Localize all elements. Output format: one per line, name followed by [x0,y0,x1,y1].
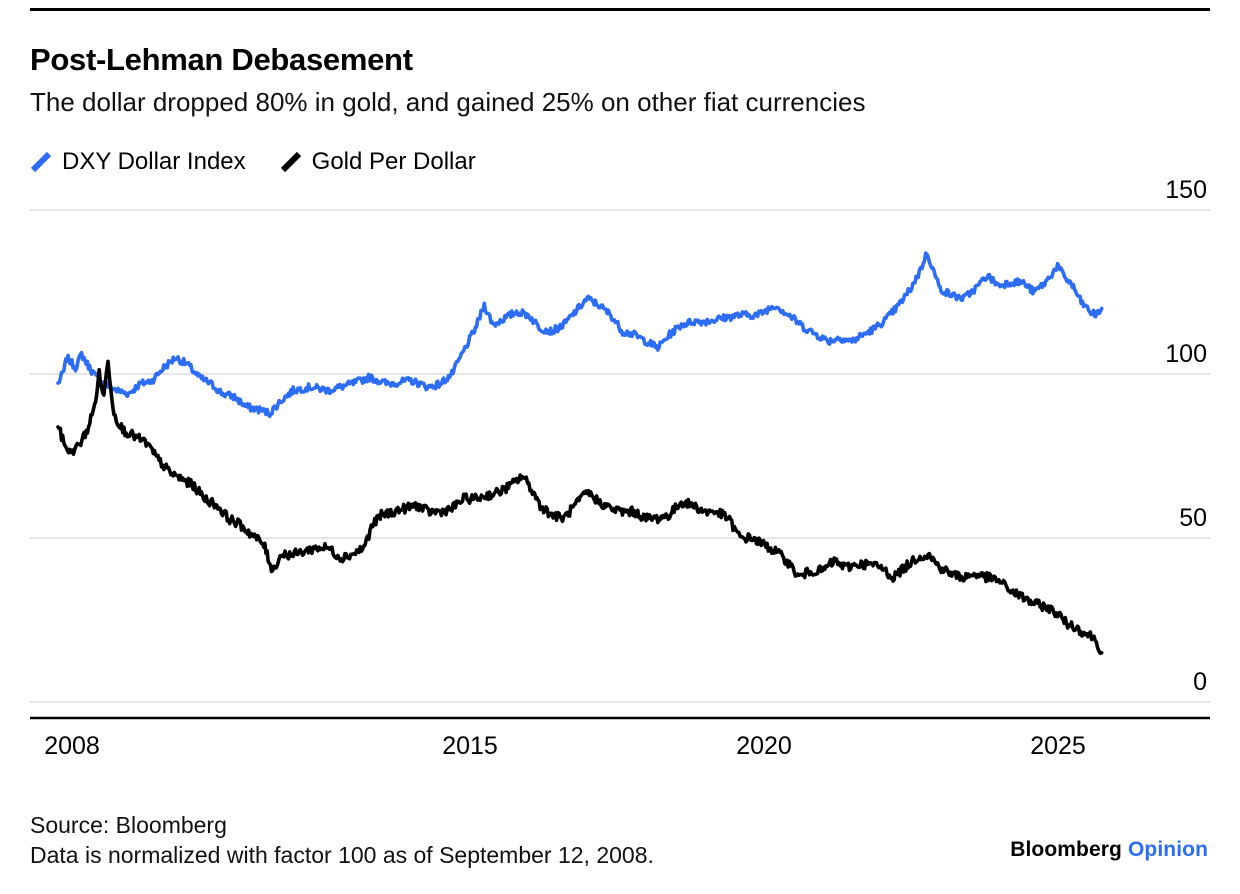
x-tick-2008: 2008 [44,732,100,760]
top-rule [30,8,1210,11]
page-subtitle: The dollar dropped 80% in gold, and gain… [30,87,866,117]
legend-item-dxy: DXY Dollar Index [30,148,246,176]
legend: DXY Dollar Index Gold Per Dollar [30,148,476,176]
x-tick-2020: 2020 [736,732,792,760]
brand-opinion: Opinion [1127,838,1208,861]
legend-label-dxy: DXY Dollar Index [62,148,246,175]
bloomberg-opinion-logo: Bloomberg Opinion [1010,838,1208,862]
legend-item-gold: Gold Per Dollar [280,148,476,176]
legend-label-gold: Gold Per Dollar [311,148,476,175]
dxy-line-swatch-icon [30,151,52,173]
source-text: Source: Bloomberg [30,812,227,838]
gold-line-swatch-icon [280,151,301,173]
series-dxy [56,251,1104,419]
page-title: Post-Lehman Debasement [30,42,413,77]
y-tick-150: 150 [1165,176,1207,204]
series-gold [56,359,1104,655]
line-chart [0,190,1240,735]
x-tick-2025: 2025 [1030,732,1086,760]
note-text: Data is normalized with factor 100 as of… [30,842,654,868]
x-tick-2015: 2015 [442,732,498,760]
y-tick-0: 0 [1193,668,1207,696]
chart-canvas [30,209,1210,720]
y-tick-100: 100 [1165,340,1207,368]
y-tick-50: 50 [1179,504,1207,532]
brand-bloomberg: Bloomberg [1010,838,1122,861]
